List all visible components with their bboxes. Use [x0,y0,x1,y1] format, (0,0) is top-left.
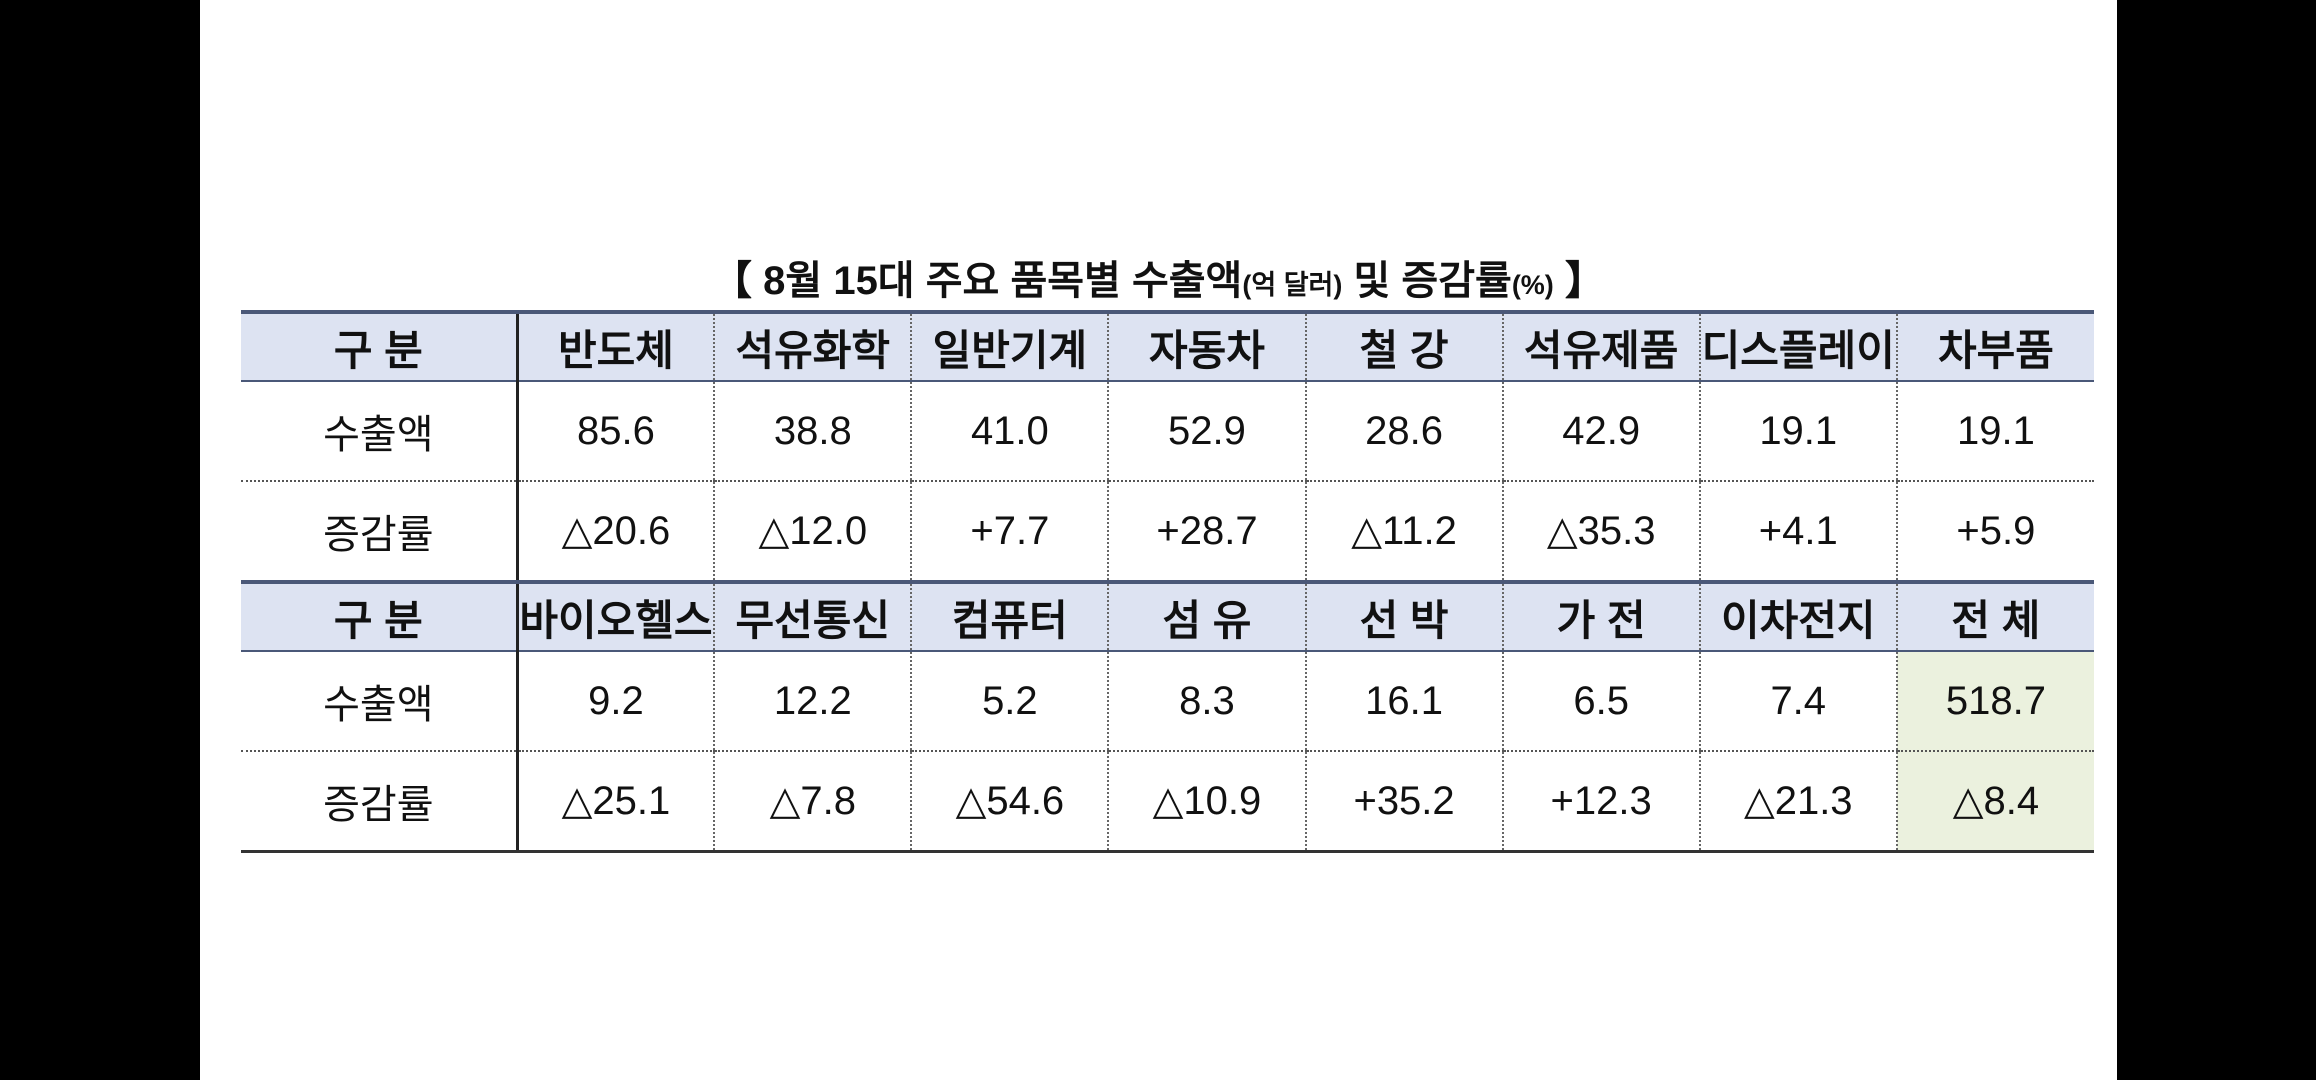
cell: +7.7 [910,481,1109,583]
header-cell: 자동차 [1107,310,1306,382]
cell: 19.1 [1698,381,1897,482]
header-cell: 디스플레이 [1698,310,1897,382]
cell: 19.1 [1895,381,2094,482]
row-label: 수출액 [241,381,518,482]
header-cell: 구 분 [241,310,518,382]
cell: △7.8 [713,751,912,853]
header-row: 구 분 반도체 석유화학 일반기계 자동차 철 강 석유제품 디스플레이 차부품 [241,310,2094,382]
document: 【 8월 15대 주요 품목별 수출액(억 달러) 및 증감률(%) 】 구 분… [200,0,2117,1080]
row-label: 증감률 [241,481,518,583]
cell: 7.4 [1698,651,1897,752]
cell: 52.9 [1107,381,1306,482]
cell: 85.6 [515,381,715,482]
cell: 12.2 [713,651,912,752]
cell: 8.3 [1107,651,1306,752]
cell: +4.1 [1698,481,1897,583]
cell: 38.8 [713,381,912,482]
data-row: 수출액 9.2 12.2 5.2 8.3 16.1 6.5 7.4 518.7 [241,651,2094,752]
cell: 42.9 [1501,381,1700,482]
cell: △10.9 [1107,751,1306,853]
title-part: 【 8월 15대 주요 품목별 수출액 [712,259,1243,303]
cell: 6.5 [1501,651,1700,752]
cell: 9.2 [515,651,715,752]
header-cell: 바이오헬스 [515,580,715,652]
cell: +28.7 [1107,481,1306,583]
cell: △20.6 [515,481,715,583]
header-cell: 가 전 [1501,580,1700,652]
header-cell: 무선통신 [713,580,912,652]
cell: △12.0 [713,481,912,583]
cell: +12.3 [1501,751,1700,853]
header-cell: 반도체 [515,310,715,382]
row-label: 수출액 [241,651,518,752]
header-cell: 차부품 [1895,310,2094,382]
title: 【 8월 15대 주요 품목별 수출액(억 달러) 및 증감률(%) 】 [200,248,2117,306]
header-cell: 석유제품 [1501,310,1700,382]
header-cell: 전 체 [1895,580,2094,652]
header-cell: 섬 유 [1107,580,1306,652]
cell: △21.3 [1698,751,1897,853]
header-cell: 이차전지 [1698,580,1897,652]
cell: △35.3 [1501,481,1700,583]
cell: △54.6 [910,751,1109,853]
cell: +35.2 [1304,751,1503,853]
cell: +5.9 [1895,481,2094,583]
header-cell: 컴퓨터 [910,580,1109,652]
cell: △25.1 [515,751,715,853]
data-row: 수출액 85.6 38.8 41.0 52.9 28.6 42.9 19.1 19.1 [241,381,2094,482]
title-part: 】 [1553,259,1605,303]
title-part: (%) [1511,270,1554,300]
row-label: 증감률 [241,751,518,853]
cell: 16.1 [1304,651,1503,752]
table: 구 분 반도체 석유화학 일반기계 자동차 철 강 석유제품 디스플레이 차부품 수출액 85.6 3… [241,310,2094,853]
cell: △11.2 [1304,481,1503,583]
header-cell: 구 분 [241,580,518,652]
data-row: 증감률 △20.6 △12.0 +7.7 +28.7 △11.2 △35.3 +4.1 +5.9 [241,481,2094,583]
cell: 28.6 [1304,381,1503,482]
header-cell: 석유화학 [713,310,912,382]
title-part: 및 증감률 [1342,259,1512,303]
cell: 41.0 [910,381,1109,482]
cell: 5.2 [910,651,1109,752]
data-row: 증감률 △25.1 △7.8 △54.6 △10.9 +35.2 +12.3 △21.3 △8.… [241,751,2094,853]
header-cell: 선 박 [1304,580,1503,652]
cell: △8.4 [1895,751,2094,853]
header-cell: 철 강 [1304,310,1503,382]
cell: 518.7 [1895,651,2094,752]
header-cell: 일반기계 [910,310,1109,382]
title-part: (억 달러) [1242,270,1343,300]
